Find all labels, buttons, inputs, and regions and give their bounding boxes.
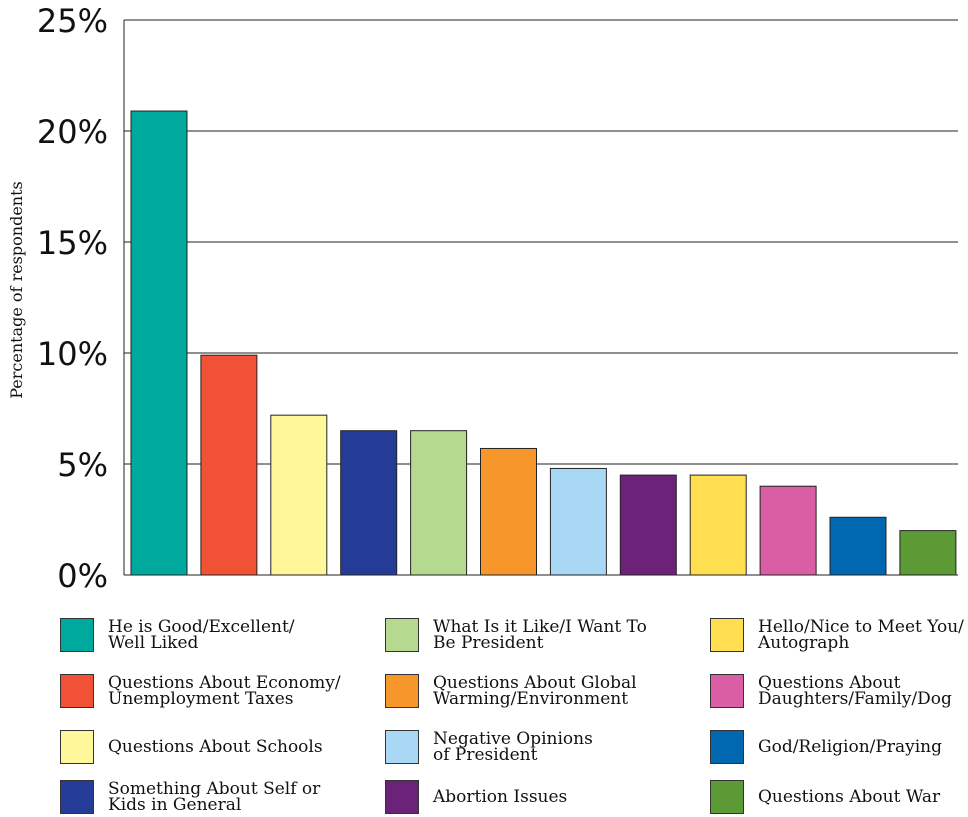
bar bbox=[689, 474, 747, 576]
legend-swatch bbox=[710, 780, 744, 814]
bar-chart: 0% 5% 10% 15% 20% 25% Percentage of responden… bbox=[7, 2, 958, 595]
legend-swatch bbox=[60, 730, 94, 764]
legend-swatch bbox=[385, 780, 419, 814]
bar bbox=[130, 110, 188, 576]
bar bbox=[829, 516, 887, 576]
legend-item: What Is it Like/I Want To Be President bbox=[385, 618, 647, 652]
bar bbox=[410, 430, 468, 576]
legend-swatch bbox=[60, 618, 94, 652]
gridlines bbox=[124, 19, 958, 465]
legend-label: God/Religion/Praying bbox=[758, 737, 942, 757]
bar bbox=[270, 414, 328, 576]
legend-item: Questions About War bbox=[710, 780, 940, 814]
legend-swatch bbox=[710, 674, 744, 708]
legend-item: Hello/Nice to Meet You/ Autograph bbox=[710, 618, 964, 652]
legend-item: Questions About Schools bbox=[60, 730, 323, 764]
y-tick-label: 15% bbox=[37, 224, 108, 262]
legend-item: God/Religion/Praying bbox=[710, 730, 942, 764]
y-tick-label: 0% bbox=[57, 557, 108, 595]
legend-label: Abortion Issues bbox=[433, 787, 568, 807]
legend-item: Questions About Daughters/Family/Dog bbox=[710, 674, 952, 708]
legend-swatch bbox=[385, 730, 419, 764]
legend-label: He is Good/Excellent/ Well Liked bbox=[108, 617, 295, 653]
legend-label: Questions About Global Warming/Environme… bbox=[433, 673, 637, 709]
bar bbox=[340, 430, 398, 576]
bar bbox=[480, 447, 537, 576]
bar bbox=[619, 474, 677, 576]
bar bbox=[899, 530, 957, 576]
legend-swatch bbox=[60, 674, 94, 708]
y-axis-title: Percentage of respondents bbox=[7, 181, 26, 398]
legend-label: Hello/Nice to Meet You/ Autograph bbox=[758, 617, 964, 653]
legend-item: Questions About Global Warming/Environme… bbox=[385, 674, 637, 708]
legend-item: Questions About Economy/ Unemployment Ta… bbox=[60, 674, 341, 708]
y-tick-label: 20% bbox=[37, 113, 108, 151]
legend-label: Questions About War bbox=[758, 787, 941, 807]
y-tick-labels: 0% 5% 10% 15% 20% 25% bbox=[37, 2, 108, 595]
bar bbox=[759, 485, 817, 576]
bar bbox=[200, 354, 258, 576]
legend-swatch bbox=[710, 618, 744, 652]
axes bbox=[123, 20, 958, 576]
legend-swatch bbox=[385, 674, 419, 708]
bar bbox=[549, 467, 607, 576]
legend: He is Good/Excellent/ Well Liked Question… bbox=[60, 618, 965, 814]
legend-item: Something About Self or Kids in General bbox=[60, 780, 320, 814]
legend-label: Questions About Economy/ Unemployment Ta… bbox=[108, 673, 341, 709]
legend-label: What Is it Like/I Want To Be President bbox=[433, 617, 647, 653]
legend-label: Negative Opinions of President bbox=[433, 729, 593, 765]
y-tick-label: 10% bbox=[37, 335, 108, 373]
legend-swatch bbox=[385, 618, 419, 652]
legend-label: Questions About Schools bbox=[108, 737, 323, 757]
legend-swatch bbox=[710, 730, 744, 764]
y-tick-label: 5% bbox=[57, 446, 108, 484]
legend-item: Abortion Issues bbox=[385, 780, 567, 814]
y-tick-label: 25% bbox=[37, 2, 108, 40]
legend-swatch bbox=[60, 780, 94, 814]
bars-group bbox=[130, 110, 957, 576]
legend-item: He is Good/Excellent/ Well Liked bbox=[60, 618, 295, 652]
legend-item: Negative Opinions of President bbox=[385, 730, 593, 764]
legend-label: Questions About Daughters/Family/Dog bbox=[758, 673, 952, 709]
legend-label: Something About Self or Kids in General bbox=[108, 779, 321, 815]
